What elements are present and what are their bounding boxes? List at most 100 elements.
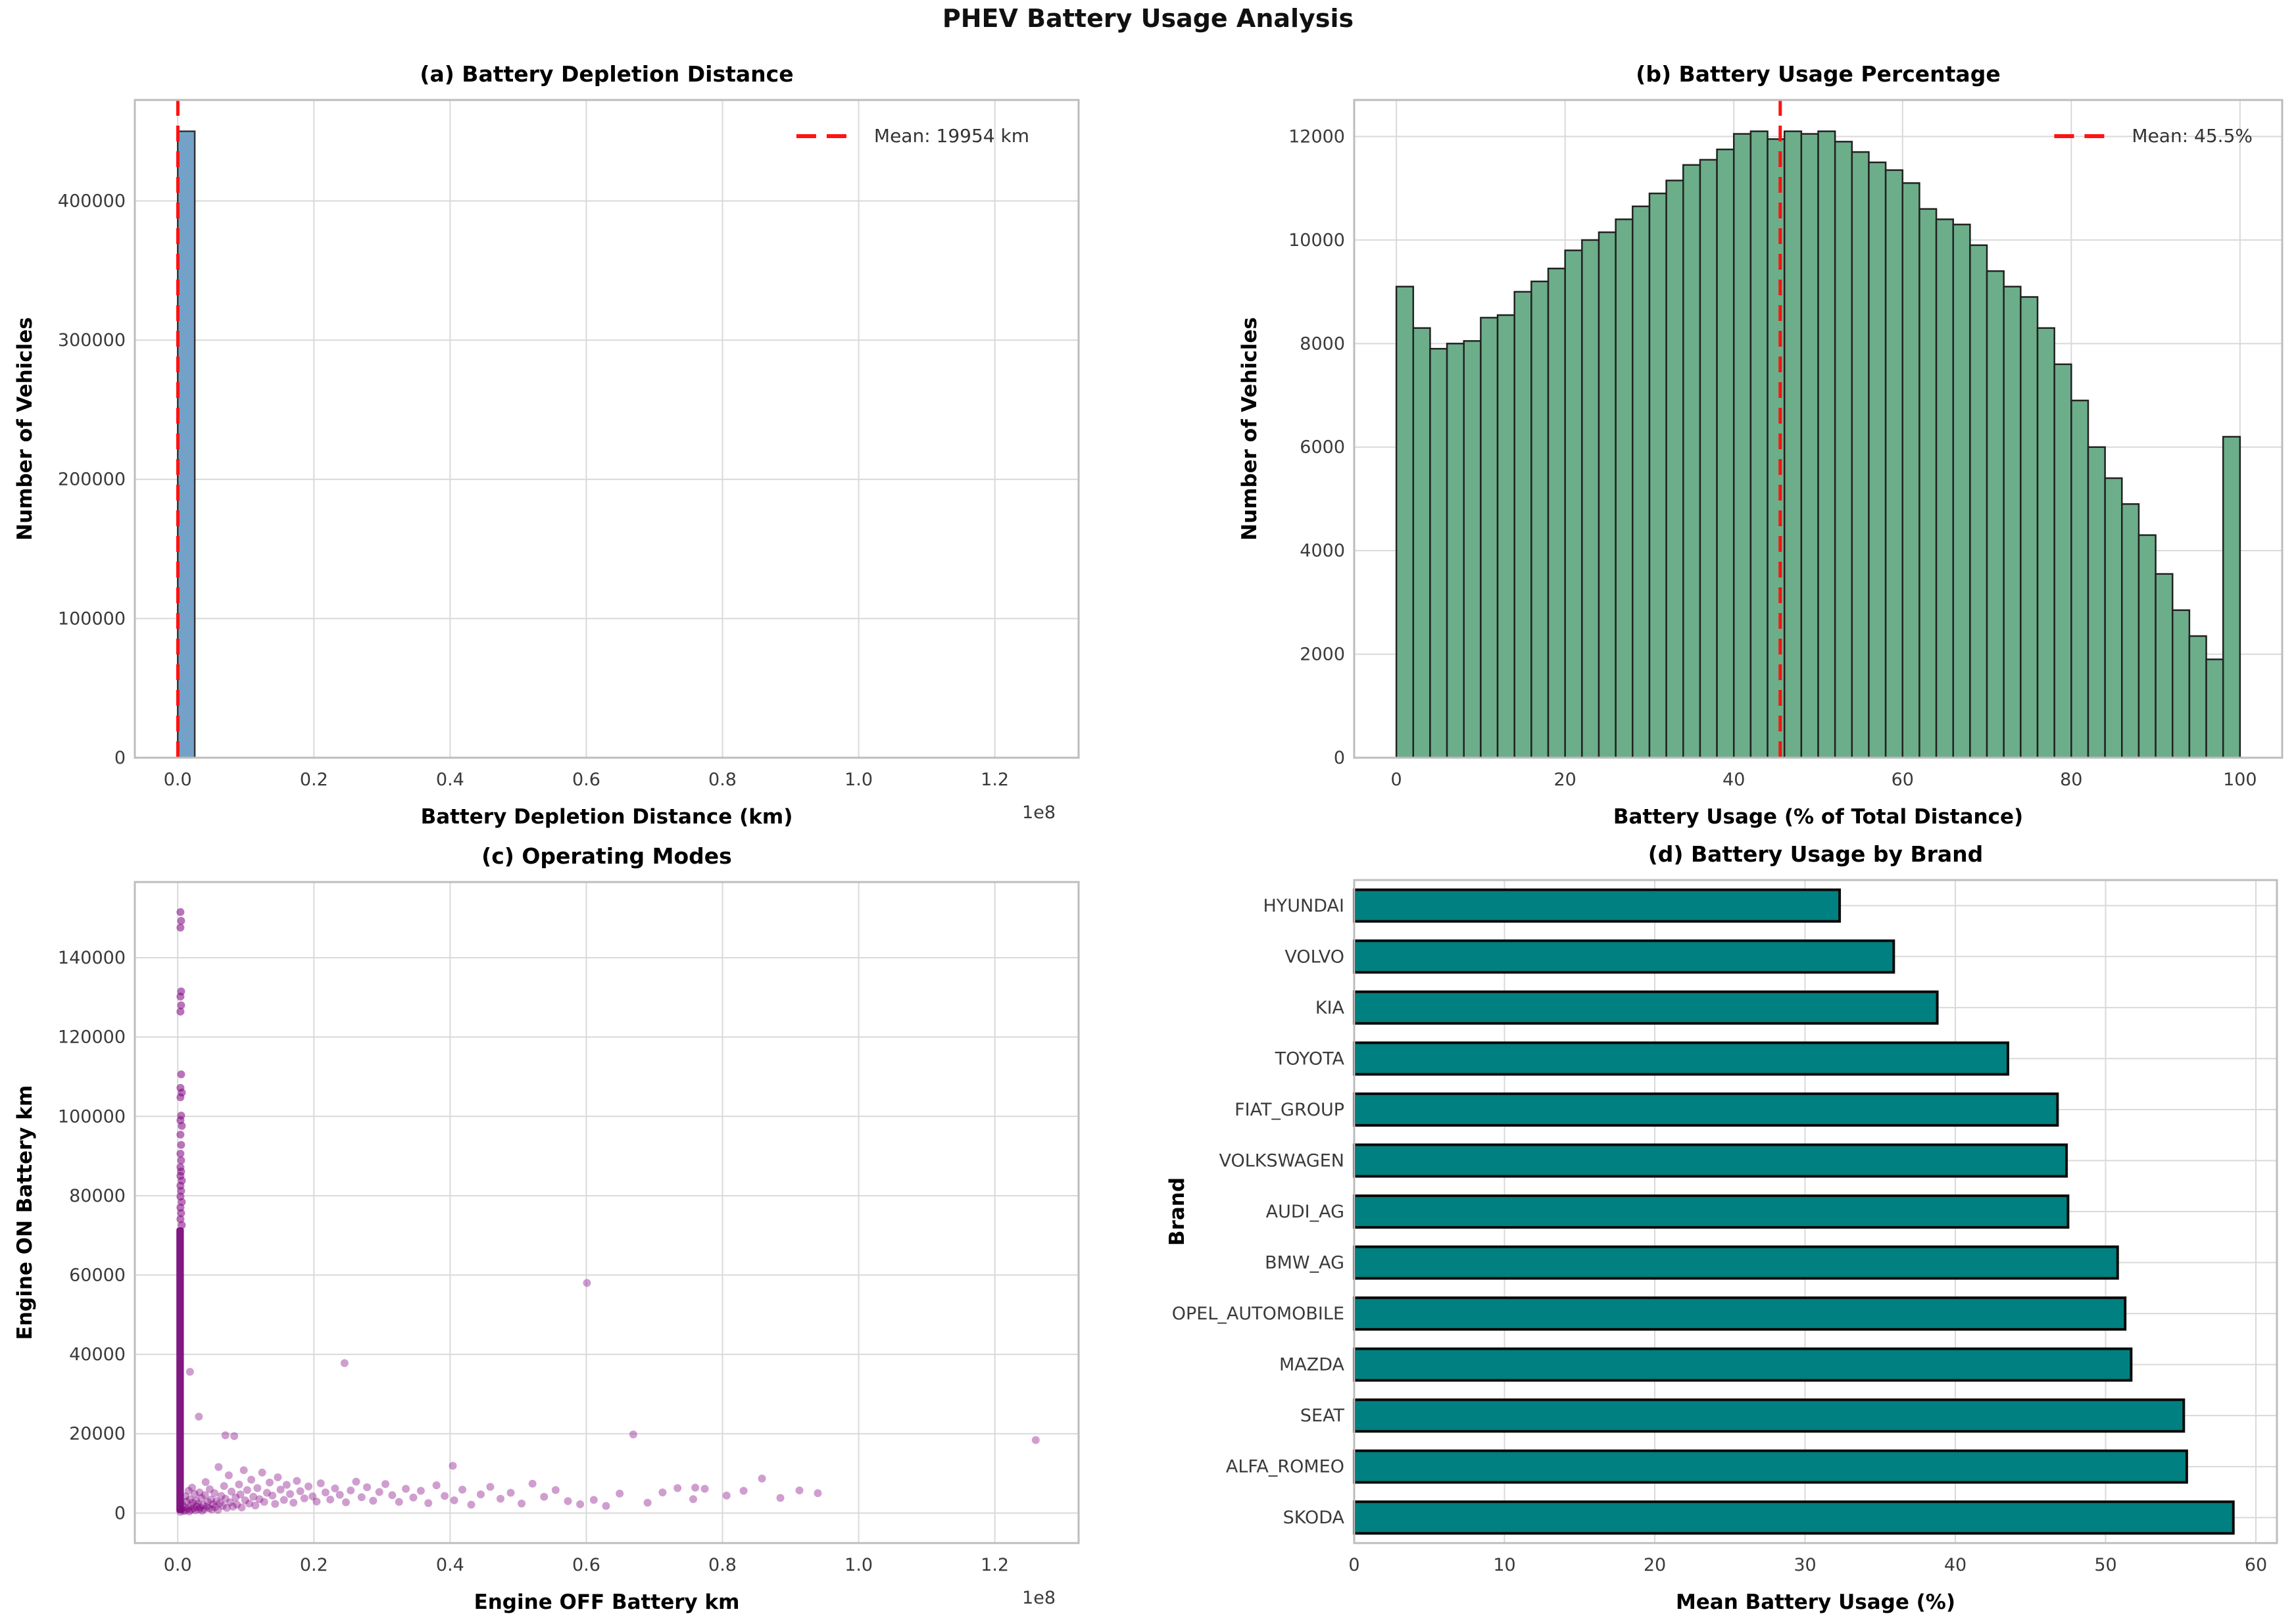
scatter-point: [432, 1481, 441, 1490]
scatter-point: [602, 1502, 610, 1510]
scatter-point: [496, 1494, 504, 1503]
category-label: MAZDA: [1279, 1355, 1345, 1375]
scatter-point: [195, 1488, 204, 1496]
y-tick-label: 6000: [1300, 437, 1345, 458]
scatter-point: [260, 1498, 268, 1506]
y-axis-label: Number of Vehicles: [1238, 317, 1261, 541]
hist-bar: [1682, 164, 1701, 759]
hist-bar: [1530, 280, 1550, 759]
hist-bar: [2104, 477, 2123, 759]
y-tick-label: 2000: [1300, 645, 1345, 665]
scatter-point: [274, 1473, 282, 1482]
scatter-point: [308, 1492, 317, 1500]
scatter-point: [176, 1215, 185, 1223]
scatter-point: [195, 1412, 203, 1421]
scatter-point: [178, 1221, 186, 1229]
scatter-point: [177, 1209, 185, 1217]
chart-d-battery-usage-by-brand: HYUNDAI VOLVO KIA TOYOTA FIAT_GROUP VOLKSWAGE…: [1165, 841, 2278, 1614]
scatter-point: [214, 1463, 223, 1471]
hist-bar: [1767, 138, 1786, 759]
scatter-point: [700, 1485, 709, 1493]
scatter-point: [197, 1494, 206, 1502]
category-label: SKODA: [1283, 1508, 1345, 1528]
axes-frame: [134, 99, 1080, 759]
scatter-point: [176, 923, 185, 932]
scatter-point: [395, 1498, 403, 1506]
hist-bar: [1716, 148, 1735, 759]
scatter-point: [185, 1367, 194, 1376]
scatter-point: [551, 1486, 560, 1494]
scatter-point: [271, 1500, 280, 1508]
scatter-point: [177, 916, 185, 925]
hist-bar: [1986, 270, 2005, 759]
scatter-point: [177, 1070, 185, 1079]
scatter-point: [239, 1466, 248, 1475]
scatter-point: [221, 1431, 230, 1440]
hist-bar: [1395, 285, 1415, 759]
scatter-point: [388, 1491, 397, 1500]
y-tick-label: 300000: [58, 330, 126, 351]
scatter-point: [326, 1495, 335, 1504]
category-label: OPEL_AUTOMOBILE: [1172, 1304, 1344, 1324]
scatter-point: [201, 1478, 210, 1487]
hist-bar: [1648, 192, 1667, 759]
hist-bar: [1783, 130, 1803, 759]
scatter-point: [201, 1491, 209, 1500]
hist-bar: [1969, 244, 1988, 759]
scatter-point: [185, 1507, 193, 1515]
scatter-point: [177, 1001, 185, 1010]
scatter-point: [506, 1488, 515, 1497]
brand-bar: [1353, 1143, 2068, 1178]
scatter-point: [245, 1499, 253, 1508]
scatter-point: [199, 1501, 207, 1510]
scatter-point: [441, 1492, 449, 1500]
x-tick-label: 80: [2060, 770, 2082, 790]
scatter-point: [176, 993, 185, 1001]
hist-bar: [1699, 159, 1718, 759]
y-tick-label: 8000: [1300, 333, 1345, 354]
x-tick-label: 60: [1892, 770, 1914, 790]
y-tick-label: 12000: [1288, 126, 1345, 147]
hist-bar: [2053, 363, 2072, 759]
scatter-point: [321, 1488, 330, 1496]
scatter-point: [177, 1141, 185, 1149]
scatter-point: [357, 1493, 366, 1502]
x-axis-label: Mean Battery Usage (%): [1676, 1590, 1955, 1614]
scatter-point: [528, 1479, 537, 1488]
hist-bar: [2222, 435, 2241, 759]
hist-bar: [1868, 161, 1887, 759]
scatter-point: [276, 1485, 285, 1494]
hist-bar: [2171, 609, 2191, 759]
scatter-point: [241, 1496, 249, 1505]
scatter-point: [200, 1505, 208, 1513]
scatter-point: [209, 1500, 218, 1509]
scatter-point: [616, 1489, 624, 1498]
scatter-point: [658, 1488, 667, 1496]
scatter-point: [230, 1432, 239, 1440]
y-axis-label: Number of Vehicles: [13, 317, 37, 541]
scatter-point: [381, 1480, 390, 1488]
scatter-point: [795, 1486, 804, 1494]
hist-bar: [1480, 316, 1499, 759]
scatter-point: [402, 1485, 410, 1493]
scatter-point: [305, 1482, 313, 1490]
scatter-point: [296, 1487, 305, 1496]
hist-bar: [2137, 534, 2157, 759]
y-tick-label: 400000: [58, 191, 126, 211]
scatter-point: [253, 1484, 262, 1492]
brand-bar: [1353, 1347, 2133, 1382]
scatter-point: [416, 1487, 425, 1495]
hist-bar: [1496, 314, 1515, 759]
hist-bar: [1935, 218, 1954, 759]
y-tick-label: 10000: [1288, 230, 1345, 251]
category-label: TOYOTA: [1275, 1048, 1345, 1069]
scatter-point: [409, 1493, 418, 1502]
hist-bar: [2087, 446, 2106, 759]
scatter-point: [486, 1483, 495, 1491]
scatter-point: [450, 1496, 458, 1505]
hist-bar: [1547, 267, 1566, 759]
scatter-point: [189, 1504, 198, 1513]
scatter-point: [203, 1498, 212, 1506]
x-tick-label: 0.8: [708, 770, 737, 790]
scatter-point: [232, 1493, 240, 1502]
